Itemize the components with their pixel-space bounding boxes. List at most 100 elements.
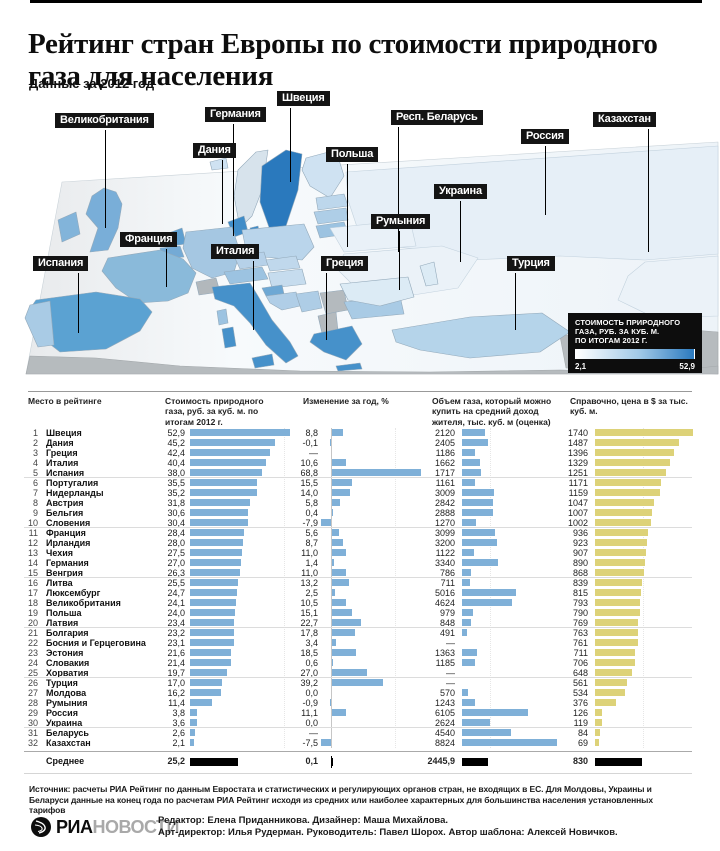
volume-bar bbox=[462, 509, 494, 516]
row-rank: 28 bbox=[27, 698, 38, 708]
change-bar bbox=[332, 669, 367, 676]
row-country: Босния и Герцеговина bbox=[46, 638, 146, 648]
average-row-content: Среднее 25,2 0,1 2445,9 830 bbox=[0, 756, 720, 768]
row-country: Дания bbox=[46, 438, 74, 448]
change-value: -0,1 bbox=[302, 438, 318, 448]
volume-value: 2405 bbox=[434, 438, 455, 448]
cost-value: 2,6 bbox=[172, 728, 185, 738]
row-rank: 32 bbox=[27, 738, 38, 748]
row-country: Среднее bbox=[46, 756, 85, 766]
volume-bar bbox=[462, 619, 472, 626]
volume-bar bbox=[462, 709, 528, 716]
volume-bar bbox=[462, 758, 489, 766]
change-value: 2,5 bbox=[305, 588, 318, 598]
credits-line2: Арт-директор: Илья Рудерман. Руководител… bbox=[158, 827, 618, 838]
change-bar bbox=[332, 489, 351, 496]
price-bar bbox=[595, 719, 602, 726]
cost-bar bbox=[190, 709, 198, 716]
change-value: — bbox=[309, 448, 318, 458]
row-rank: 25 bbox=[27, 668, 38, 678]
country-ireland bbox=[57, 211, 81, 243]
row-country: Россия bbox=[46, 708, 78, 718]
row-country: Бельгия bbox=[46, 508, 84, 518]
row-rank: 22 bbox=[27, 638, 38, 648]
change-value: 0,0 bbox=[305, 718, 318, 728]
row-rank: 20 bbox=[27, 618, 38, 628]
change-bar bbox=[332, 479, 352, 486]
change-bar bbox=[332, 659, 333, 666]
volume-value: 1243 bbox=[434, 698, 455, 708]
volume-bar bbox=[462, 589, 516, 596]
change-value: 11,1 bbox=[301, 708, 318, 718]
row-rank: 26 bbox=[27, 678, 38, 688]
table-row: 18 Великобритания 24,1 10,5 4624 793 bbox=[0, 598, 720, 608]
row-country: Португалия bbox=[46, 478, 99, 488]
change-value: 8,7 bbox=[305, 538, 318, 548]
volume-value: 4540 bbox=[434, 728, 455, 738]
price-bar bbox=[595, 459, 670, 466]
price-bar bbox=[595, 699, 617, 706]
row-country: Словения bbox=[46, 518, 91, 528]
change-value: 3,4 bbox=[305, 638, 318, 648]
cost-value: 24,7 bbox=[167, 588, 185, 598]
volume-value: 570 bbox=[439, 688, 455, 698]
price-bar bbox=[595, 549, 647, 556]
cost-value: 35,5 bbox=[167, 478, 185, 488]
change-bar bbox=[332, 709, 347, 716]
volume-value: 1270 bbox=[434, 518, 455, 528]
change-bar bbox=[332, 559, 334, 566]
price-bar bbox=[595, 469, 666, 476]
cost-value: 23,4 bbox=[167, 618, 185, 628]
change-baseline bbox=[331, 708, 332, 718]
map-label-sweden: Швеция bbox=[277, 91, 330, 106]
price-value: 1487 bbox=[567, 438, 588, 448]
volume-bar bbox=[462, 599, 512, 606]
row-country: Италия bbox=[46, 458, 79, 468]
row-country: Венгрия bbox=[46, 568, 83, 578]
logo-text-ria: РИА bbox=[56, 816, 93, 837]
cost-bar bbox=[190, 449, 271, 456]
change-baseline bbox=[331, 508, 332, 518]
volume-value: 5016 bbox=[434, 588, 455, 598]
price-bar bbox=[595, 539, 647, 546]
change-baseline bbox=[331, 598, 332, 608]
row-rank: 23 bbox=[27, 648, 38, 658]
change-bar bbox=[332, 469, 421, 476]
cost-value: 24,1 bbox=[167, 598, 185, 608]
table-top-rule bbox=[28, 391, 692, 392]
map-label-spain: Испания bbox=[33, 256, 89, 271]
map-pointer-line bbox=[166, 249, 167, 287]
row-rank: 30 bbox=[27, 718, 38, 728]
change-bar bbox=[332, 589, 336, 596]
row-rank: 6 bbox=[32, 478, 38, 488]
price-value: 868 bbox=[572, 568, 588, 578]
table-row: 15 Венгрия 26,3 11,0 786 868 bbox=[0, 568, 720, 578]
country-hungary bbox=[267, 268, 307, 289]
map-label-romania: Румыния bbox=[371, 214, 431, 229]
country-greece bbox=[309, 325, 363, 361]
table-row: 3 Греция 42,4 — 1186 1396 bbox=[0, 448, 720, 458]
row-rank: 4 bbox=[32, 458, 38, 468]
row-rank: 14 bbox=[27, 558, 38, 568]
cost-value: 21,4 bbox=[167, 658, 185, 668]
cost-value: 42,4 bbox=[167, 448, 185, 458]
volume-value: 979 bbox=[439, 608, 455, 618]
volume-value: 3009 bbox=[434, 488, 455, 498]
row-rank: 29 bbox=[27, 708, 38, 718]
volume-value: 1662 bbox=[434, 458, 455, 468]
volume-value: 2120 bbox=[434, 428, 455, 438]
change-baseline bbox=[331, 668, 332, 678]
change-value: 68,8 bbox=[300, 468, 318, 478]
row-country: Латвия bbox=[46, 618, 79, 628]
volume-bar bbox=[462, 569, 471, 576]
volume-bar bbox=[462, 579, 470, 586]
row-country: Австрия bbox=[46, 498, 84, 508]
row-country: Швеция bbox=[46, 428, 82, 438]
legend-min-value: 2,1 bbox=[575, 362, 587, 371]
volume-value: 786 bbox=[439, 568, 455, 578]
price-bar bbox=[595, 709, 603, 716]
change-baseline bbox=[331, 528, 332, 538]
cost-bar bbox=[190, 739, 194, 746]
legend-max-value: 52,9 bbox=[679, 362, 695, 371]
